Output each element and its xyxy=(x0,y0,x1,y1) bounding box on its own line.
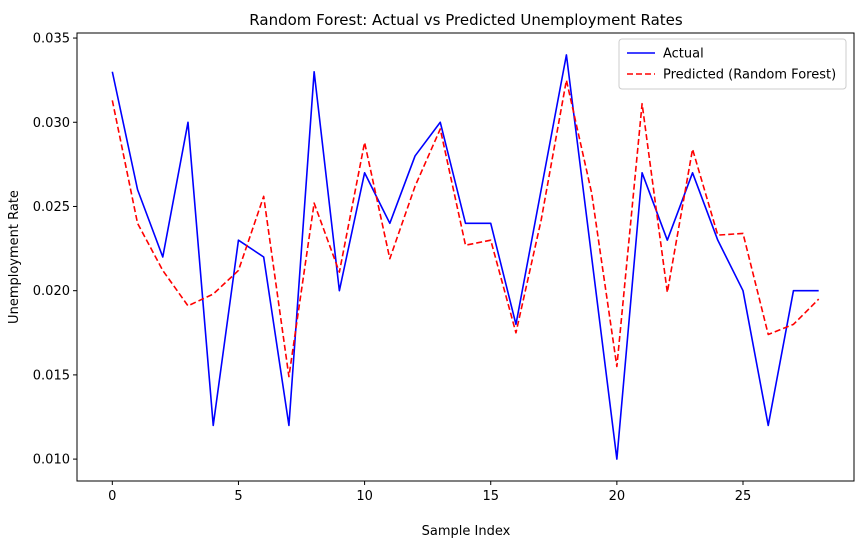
y-tick-label: 0.035 xyxy=(33,32,70,47)
y-tick-label: 0.020 xyxy=(33,284,70,299)
x-tick-label: 5 xyxy=(234,489,242,504)
x-axis-label: Sample Index xyxy=(422,524,511,539)
series-line-actual xyxy=(111,54,819,460)
legend-label: Predicted (Random Forest) xyxy=(663,68,836,83)
x-tick-label: 10 xyxy=(356,489,373,504)
x-tick-label: 0 xyxy=(108,489,116,504)
y-tick-label: 0.030 xyxy=(33,116,70,131)
series-line-predicted-random-forest xyxy=(111,79,820,378)
x-tick-label: 25 xyxy=(735,489,752,504)
legend-label: Actual xyxy=(663,47,704,62)
x-tick-label: 20 xyxy=(609,489,626,504)
y-tick-label: 0.015 xyxy=(33,368,70,383)
series-layer xyxy=(111,54,820,460)
axes xyxy=(76,32,855,482)
plot-frame xyxy=(76,32,855,482)
y-tick-label: 0.025 xyxy=(33,200,70,215)
legend: Actual Predicted (Random Forest) xyxy=(618,38,847,90)
chart-title: Random Forest: Actual vs Predicted Unemp… xyxy=(249,11,683,29)
y-tick-label: 0.010 xyxy=(33,453,70,468)
y-axis-label: Unemployment Rate xyxy=(7,190,22,324)
ticks: 0 5 10 15 20 25 0.010 0.015 0.020 0.025 0.030 0.035 xyxy=(33,32,751,504)
x-tick-label: 15 xyxy=(482,489,499,504)
legend-box xyxy=(618,38,847,90)
